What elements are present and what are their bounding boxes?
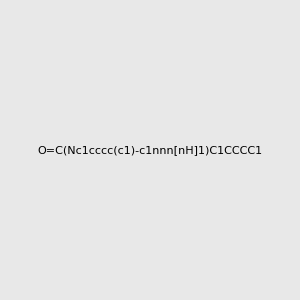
- Text: O=C(Nc1cccc(c1)-c1nnn[nH]1)C1CCCC1: O=C(Nc1cccc(c1)-c1nnn[nH]1)C1CCCC1: [38, 145, 262, 155]
